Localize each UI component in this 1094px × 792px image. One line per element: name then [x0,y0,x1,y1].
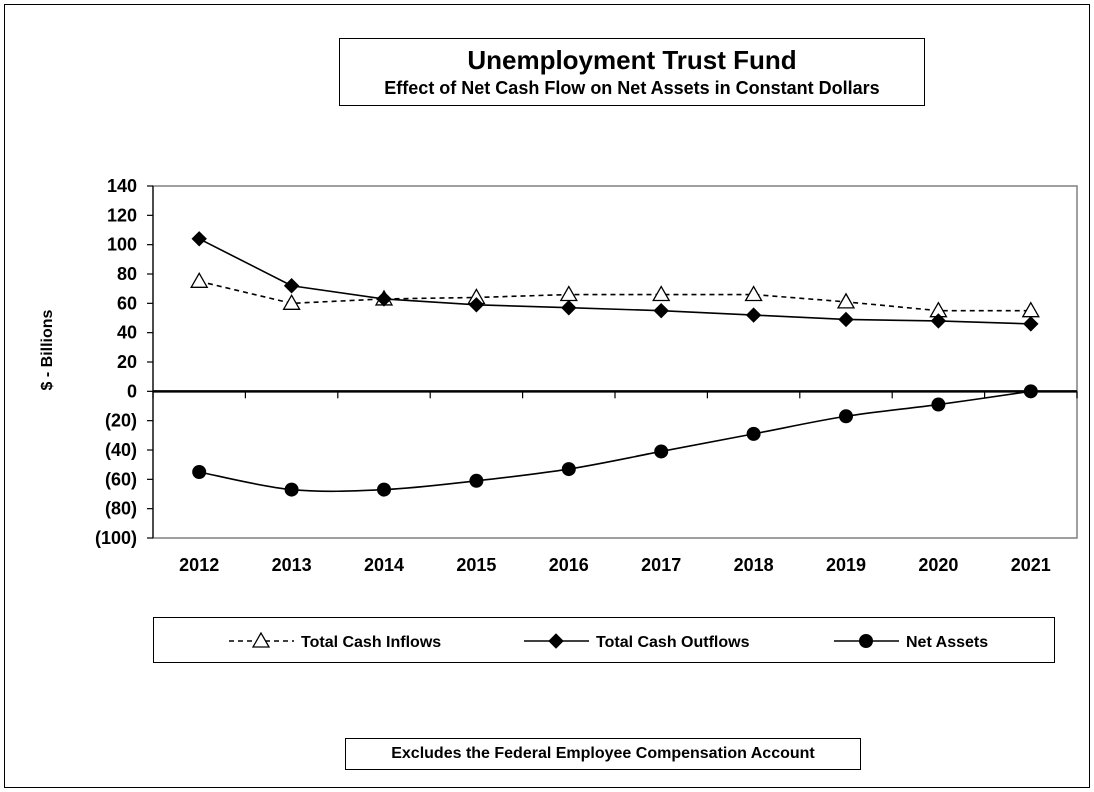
legend-label-net-assets: Net Assets [906,634,988,651]
data-point-net-assets [839,409,853,424]
y-tick-label: (60) [105,469,137,489]
data-point-outflows [376,291,392,307]
x-axis: 2012 2013 2014 2015 2016 2017 2018 2019 2020 2021 [152,391,1078,575]
y-tick-label: (80) [105,499,137,519]
title-box: Unemployment Trust Fund Effect of Net Ca… [339,38,925,106]
legend-graphic: Total Cash Inflows Total Cash Outflows Net… [229,631,988,651]
data-point-outflows [191,231,207,247]
legend-marker-outflows [548,633,564,649]
x-tick-label: 2021 [1011,555,1051,575]
data-point-outflows [561,300,577,316]
y-tick-label: 60 [117,293,137,313]
data-point-net-assets [931,397,946,412]
data-point-outflows [745,307,762,323]
legend-label-inflows: Total Cash Inflows [301,634,441,651]
y-tick-label: 120 [107,205,137,225]
data-point-outflows [838,311,854,328]
y-axis-label: $ - Billions [39,309,56,390]
chart-title: Unemployment Trust Fund [467,45,797,75]
series-layer [190,231,1040,497]
data-point-outflows [1023,316,1039,332]
x-tick-label: 2020 [918,555,958,575]
chart-frame [4,4,1090,788]
data-point-inflows [652,285,671,302]
series-line-net-assets [199,390,1031,493]
data-point-net-assets [746,426,761,441]
y-tick-label: (20) [105,411,137,431]
x-tick-label: 2012 [179,555,219,575]
y-axis: 140 120 100 80 60 40 20 0 (20) (40) (60) (80) (100) [95,176,1077,548]
data-point-net-assets [469,473,484,488]
y-tick-label: 0 [127,381,137,401]
data-point-inflows [559,285,578,302]
data-point-net-assets [284,482,299,497]
y-tick-label: (40) [105,440,137,460]
data-point-outflows [930,313,947,329]
x-tick-label: 2018 [734,555,774,575]
y-tick-label: 80 [117,264,137,284]
y-tick-label: 40 [117,323,137,343]
data-point-outflows [283,278,300,294]
data-point-outflows [468,297,485,313]
x-tick-label: 2016 [549,555,589,575]
data-point-inflows [190,272,209,288]
x-tick-label: 2017 [641,555,681,575]
data-point-inflows [836,292,856,309]
data-point-net-assets [1023,384,1038,399]
x-tick-label: 2015 [456,555,496,575]
data-point-outflows [653,302,669,319]
data-point-net-assets [654,444,669,459]
x-tick-label: 2014 [364,555,404,575]
legend: Total Cash Inflows Total Cash Outflows Net… [153,617,1055,663]
x-tick-label: 2013 [272,555,312,575]
data-point-net-assets [192,465,207,479]
data-point-net-assets [377,482,391,497]
legend-marker-net-assets [859,634,873,648]
chart-subtitle: Effect of Net Cash Flow on Net Assets in… [384,78,880,98]
y-tick-label: 140 [107,176,137,196]
y-tick-label: 100 [107,235,137,255]
series-line-inflows [199,280,1031,312]
x-tick-label: 2019 [826,555,866,575]
series-line-outflows [198,238,1031,325]
data-point-inflows [744,285,763,302]
legend-marker-inflows [251,631,271,648]
data-point-net-assets [561,462,576,477]
data-point-inflows [282,294,301,310]
legend-label-outflows: Total Cash Outflows [596,634,750,651]
y-tick-label: (100) [95,528,137,548]
y-tick-label: 20 [117,352,137,372]
data-point-inflows [1021,301,1040,318]
footnote: Excludes the Federal Employee Compensati… [345,738,861,770]
